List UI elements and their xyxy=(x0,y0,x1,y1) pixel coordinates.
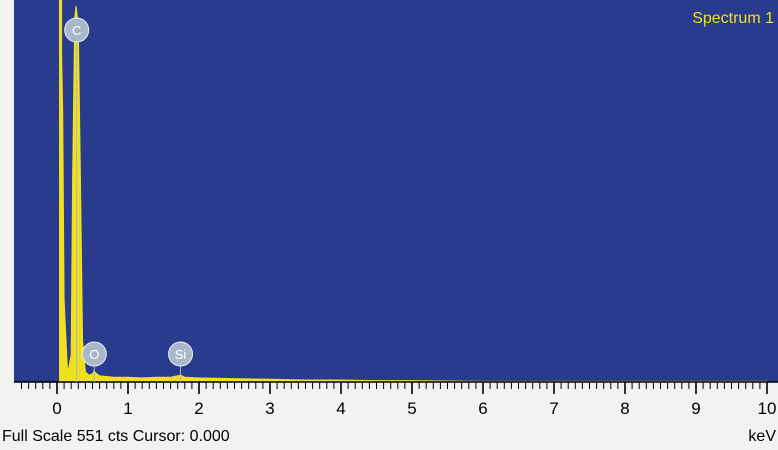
x-tick-label: 6 xyxy=(478,399,487,418)
x-tick-label: 8 xyxy=(620,399,629,418)
legend-label: Spectrum 1 xyxy=(692,10,774,27)
x-tick-label: 2 xyxy=(194,399,203,418)
axis-background xyxy=(14,382,778,450)
x-tick-label: 10 xyxy=(758,399,777,418)
x-tick-label: 3 xyxy=(265,399,274,418)
peak-marker xyxy=(64,17,90,43)
x-tick-label: 1 xyxy=(123,399,132,418)
x-tick-label: 5 xyxy=(407,399,416,418)
peak-marker-label: Si xyxy=(175,347,187,362)
peak-marker-label: C xyxy=(72,23,81,38)
plot-area xyxy=(14,0,778,382)
x-tick-label: 7 xyxy=(549,399,558,418)
x-tick-label: 4 xyxy=(336,399,345,418)
x-axis-unit-label: keV xyxy=(748,428,776,445)
x-tick-label: 0 xyxy=(52,399,61,418)
peak-marker-label: O xyxy=(89,347,99,362)
peak-marker xyxy=(168,341,194,367)
spectrum-trace xyxy=(60,5,768,383)
x-tick-label: 9 xyxy=(691,399,700,418)
peak-marker xyxy=(81,341,107,367)
status-full-scale: Full Scale 551 cts Cursor: 0.000 xyxy=(2,428,230,445)
